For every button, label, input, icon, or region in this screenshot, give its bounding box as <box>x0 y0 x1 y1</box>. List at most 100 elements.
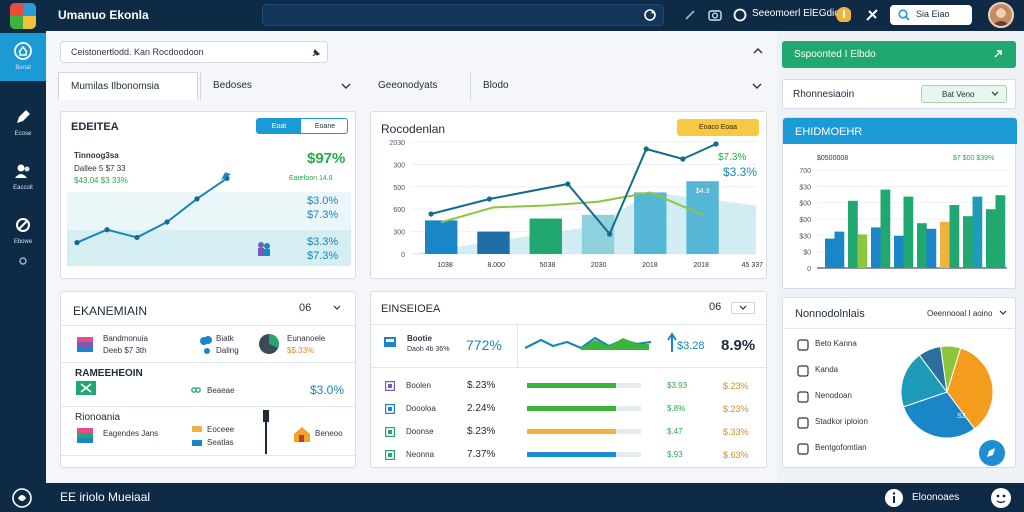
tab-blog[interactable]: Blodo <box>470 72 590 100</box>
tools-icon <box>16 218 30 232</box>
tab-label: Geeonodyats <box>378 80 438 91</box>
row-icon <box>385 404 395 414</box>
progress-track <box>527 383 641 388</box>
revenue-bar <box>686 181 719 254</box>
trend-up-icon <box>667 332 677 352</box>
divider <box>517 324 518 367</box>
settings-icon[interactable] <box>864 7 880 23</box>
sparkline-green <box>581 338 649 350</box>
progress-card: EINSEIOEA 06 Bootie Daoh 4b 36% 772% $3.… <box>370 291 768 468</box>
y-tick-label: 300 <box>393 162 405 169</box>
footer-right-label[interactable]: Eloonoaes <box>912 492 960 503</box>
pie-legend-label: Nenodoan <box>815 391 852 400</box>
progress-fill <box>527 452 616 457</box>
account-pill[interactable]: Sia Eiao <box>890 5 972 25</box>
info-icon[interactable] <box>884 488 904 508</box>
tab-overview[interactable]: Mumilas Ilbonomsia <box>58 72 198 100</box>
revenue-point <box>428 211 434 217</box>
row-value2: $.23% <box>723 381 749 391</box>
sidebar: Benal Ecose Eaccoit Ebowe <box>0 31 46 483</box>
emoji-icon[interactable] <box>990 487 1012 509</box>
tab-geo[interactable]: Geeonodyats <box>366 72 466 100</box>
pie-chart: S3 <box>900 345 994 439</box>
pie-dropdown[interactable]: Oeennooal I aoino <box>919 305 1009 323</box>
chevron-down-icon[interactable] <box>731 302 755 314</box>
more-icon[interactable] <box>17 256 29 266</box>
user-label[interactable]: Seeomoerl ElEGdio <box>752 8 840 19</box>
card-title: EINSEIOEA <box>381 303 441 315</box>
row-tag: Beaeae <box>207 386 235 395</box>
chevron-down-icon[interactable] <box>752 82 762 90</box>
breadcrumb[interactable]: Ceistonertlodd. Kan Rocdoodoon <box>60 41 328 63</box>
y-tick-label: 700 <box>799 168 811 175</box>
filter-label: Rhonnesiaoin <box>793 89 855 100</box>
help-button[interactable] <box>979 440 1005 466</box>
app-logo[interactable] <box>10 3 36 29</box>
view-toggle[interactable]: Eoat Eoane <box>256 118 348 134</box>
overview-point <box>194 196 200 202</box>
account-pill-label: Sia Eiao <box>916 9 950 19</box>
right-bar <box>963 216 973 268</box>
chevron-down-icon[interactable] <box>333 305 341 311</box>
right-bar <box>940 221 950 268</box>
edit-icon <box>17 110 30 123</box>
card-icon <box>384 337 396 347</box>
right-bar <box>857 234 868 268</box>
chat-icon <box>987 448 995 457</box>
chevron-down-icon[interactable] <box>341 82 351 90</box>
period-button[interactable]: Eoaco Eoaa <box>677 119 759 136</box>
house-icon <box>294 427 310 442</box>
camera-icon[interactable] <box>707 7 723 23</box>
tab-label: Blodo <box>483 80 509 91</box>
value-d: $7.3% <box>307 250 339 262</box>
card-title: EHIDMOEHR <box>795 126 863 138</box>
refresh-icon[interactable] <box>992 48 1004 60</box>
revenue-point <box>486 196 493 202</box>
row-icon <box>385 381 395 391</box>
overview-point <box>104 227 110 233</box>
divider <box>371 324 768 325</box>
list-card: EKANEMIAIN 06 Bandmonuia Deeb $7 3th Bia… <box>60 291 357 468</box>
link-icon[interactable] <box>682 7 698 23</box>
right-bar <box>917 223 927 268</box>
app-title: Umanuo Ekonla <box>58 8 149 22</box>
row-value2: $.33% <box>723 427 749 437</box>
pie-legend-label: Bentgofomtian <box>815 443 867 452</box>
table-icon <box>76 381 96 395</box>
row-value: $3.0% <box>310 383 345 397</box>
top-pct: 772% <box>466 337 502 353</box>
arrow-head <box>221 172 231 181</box>
avatar[interactable] <box>988 2 1014 28</box>
status-icon[interactable] <box>732 7 748 23</box>
count-select[interactable]: 06 <box>299 302 312 314</box>
card-title: EKANEMIAIN <box>73 304 148 318</box>
overview-line-chart <box>74 172 231 246</box>
sidebar-item-tools[interactable]: Ebowe <box>0 207 46 255</box>
slider-handle[interactable] <box>261 410 271 454</box>
pin-icon[interactable] <box>311 48 321 58</box>
sidebar-item-label: Eaccoit <box>13 185 33 191</box>
notification-icon[interactable] <box>835 6 851 22</box>
chevron-down-icon[interactable] <box>999 310 1007 316</box>
sidebar-item-home[interactable]: Benal <box>0 33 46 81</box>
tab-details[interactable]: Bedoses <box>200 72 360 100</box>
toggle-option[interactable]: Eoane <box>314 123 336 130</box>
sidebar-item-users[interactable]: Eaccoit <box>0 153 46 201</box>
chevron-up-icon[interactable] <box>752 46 764 56</box>
sidebar-item-edit[interactable]: Ecose <box>0 99 46 147</box>
revenue-bar <box>477 231 510 254</box>
count-select[interactable]: 06 <box>709 301 722 313</box>
logo-icon[interactable] <box>11 487 33 509</box>
toggle-option[interactable]: Eoat <box>257 119 301 133</box>
pie-legend-label: Beto Kanna <box>815 339 857 348</box>
filter-dropdown[interactable]: Bat Veno <box>921 85 1007 103</box>
tag-icon <box>192 426 202 432</box>
cloud-icon <box>200 336 212 345</box>
x-tick-label: 1038 <box>437 262 453 269</box>
search-input[interactable] <box>262 4 664 26</box>
right-panel-header[interactable]: Sspoonted I Elbdo <box>782 41 1016 68</box>
home-icon <box>14 42 32 60</box>
people-icon <box>258 242 270 256</box>
refresh-icon[interactable] <box>643 8 657 22</box>
y-tick-label: $0 <box>803 250 811 257</box>
